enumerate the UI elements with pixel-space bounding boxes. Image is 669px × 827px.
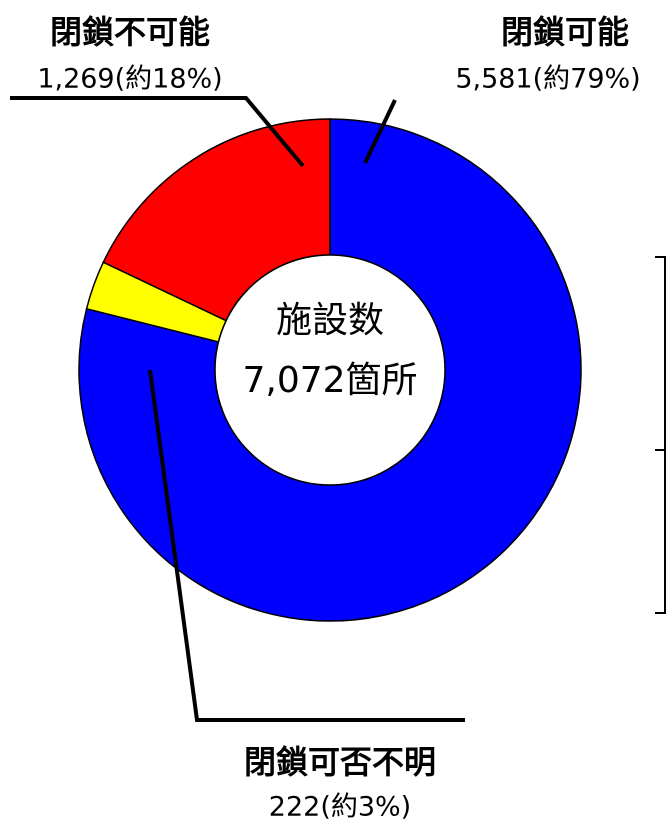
slice-name: 閉鎖可否不明	[244, 743, 436, 781]
slice-value: 222(約3%)	[269, 792, 411, 823]
slice-name: 閉鎖可能	[501, 13, 629, 51]
bracket	[655, 256, 666, 614]
slice-name: 閉鎖不可能	[50, 13, 210, 51]
slice-value: 1,269(約18%)	[37, 64, 222, 95]
leader-line	[363, 99, 397, 164]
leader-line	[148, 369, 465, 722]
center-label: 7,072箇所	[242, 360, 417, 401]
leader-line	[10, 96, 305, 168]
center-title: 施設数	[276, 300, 384, 341]
slice-value: 5,581(約79%)	[455, 64, 640, 95]
donut-hole	[214, 254, 446, 486]
